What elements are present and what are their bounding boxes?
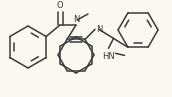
Text: N: N xyxy=(73,15,79,24)
Text: HN: HN xyxy=(102,52,115,61)
Text: O: O xyxy=(57,1,63,10)
Text: N: N xyxy=(96,25,102,34)
